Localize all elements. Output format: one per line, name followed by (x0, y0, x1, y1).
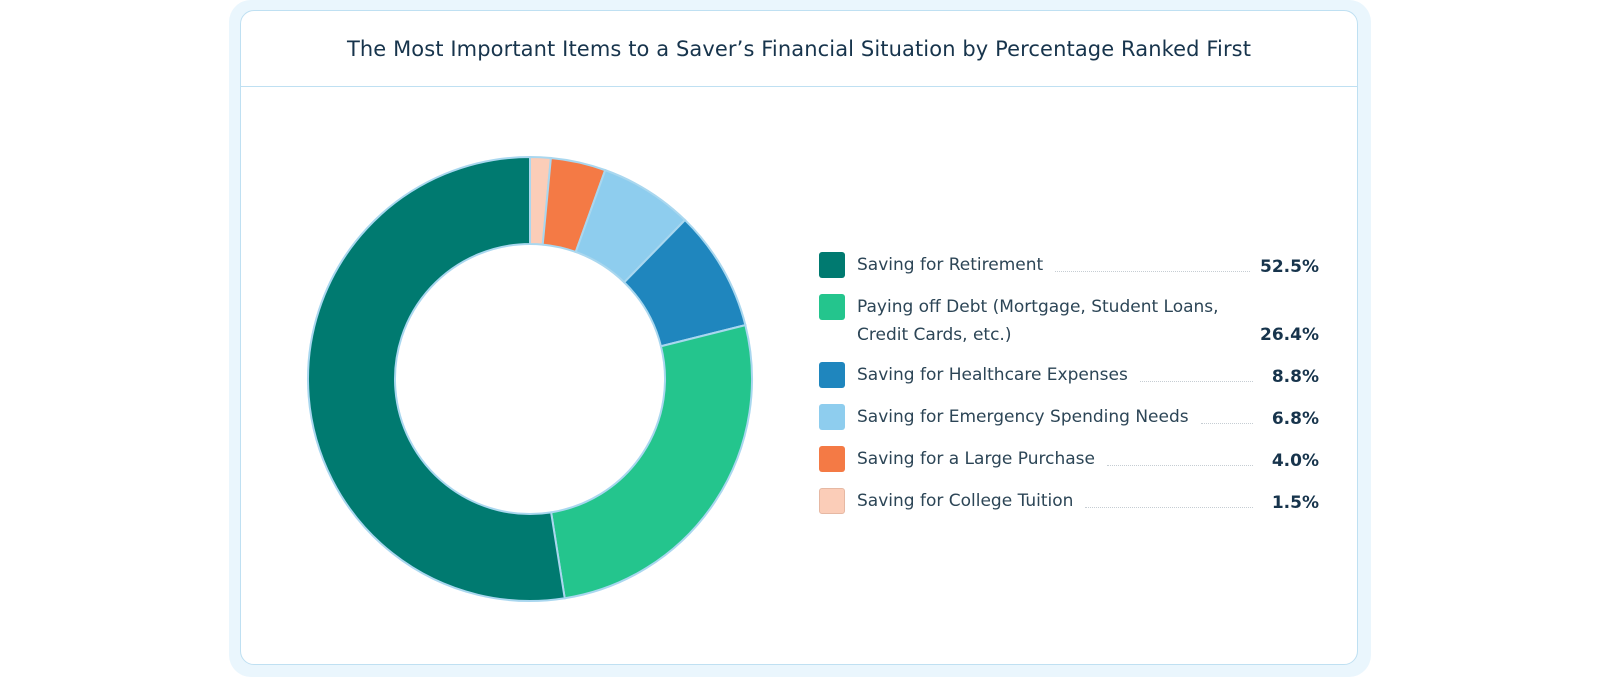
legend-swatch (819, 362, 845, 388)
legend-item: Saving for Healthcare Expenses 8.8% (819, 361, 1319, 391)
legend-leader (1139, 381, 1253, 382)
legend-label: Saving for Healthcare Expenses (857, 365, 1128, 385)
legend-label: Saving for Retirement (857, 255, 1044, 275)
legend-swatch (819, 488, 845, 514)
legend-swatch (819, 294, 845, 320)
legend-value: 6.8% (1271, 409, 1319, 429)
legend-leader (1085, 507, 1253, 508)
legend-leader (1055, 271, 1251, 272)
legend-value: 4.0% (1271, 451, 1319, 471)
legend-value: 1.5% (1271, 493, 1319, 513)
legend-value: 52.5% (1260, 257, 1319, 277)
chart-header: The Most Important Items to a Saver’s Fi… (241, 11, 1357, 87)
legend-value: 8.8% (1271, 367, 1319, 387)
legend-item: Saving for Emergency Spending Needs 6.8% (819, 403, 1319, 433)
legend-item: Saving for Retirement 52.5% (819, 251, 1319, 281)
legend-item: Paying off Debt (Mortgage, Student Loans… (819, 293, 1319, 349)
legend-leader (1200, 423, 1253, 424)
legend-swatch (819, 252, 845, 278)
legend-item: Saving for a Large Purchase 4.0% (819, 445, 1319, 475)
legend-label: Paying off Debt (Mortgage, Student Loans… (857, 297, 1219, 345)
donut-chart (300, 149, 760, 609)
legend-value: 26.4% (1260, 325, 1319, 345)
donut-slice-saving-for-retirement[interactable] (307, 155, 566, 602)
chart-card: The Most Important Items to a Saver’s Fi… (240, 10, 1358, 665)
legend-label: Saving for Emergency Spending Needs (857, 407, 1189, 427)
legend-item: Saving for College Tuition 1.5% (819, 487, 1319, 517)
legend-label: Saving for College Tuition (857, 491, 1074, 511)
legend-leader (1107, 465, 1253, 466)
donut-svg (307, 155, 753, 602)
chart-title: The Most Important Items to a Saver’s Fi… (346, 36, 1252, 61)
legend-label: Saving for a Large Purchase (857, 449, 1095, 469)
legend-swatch (819, 446, 845, 472)
legend-leader (1249, 340, 1250, 341)
legend-swatch (819, 404, 845, 430)
donut-slice-paying-off-debt-mortgage-student-loans-credit-cards-etc[interactable] (549, 323, 753, 600)
chart-legend: Saving for Retirement 52.5% Paying off Deb… (819, 251, 1319, 529)
